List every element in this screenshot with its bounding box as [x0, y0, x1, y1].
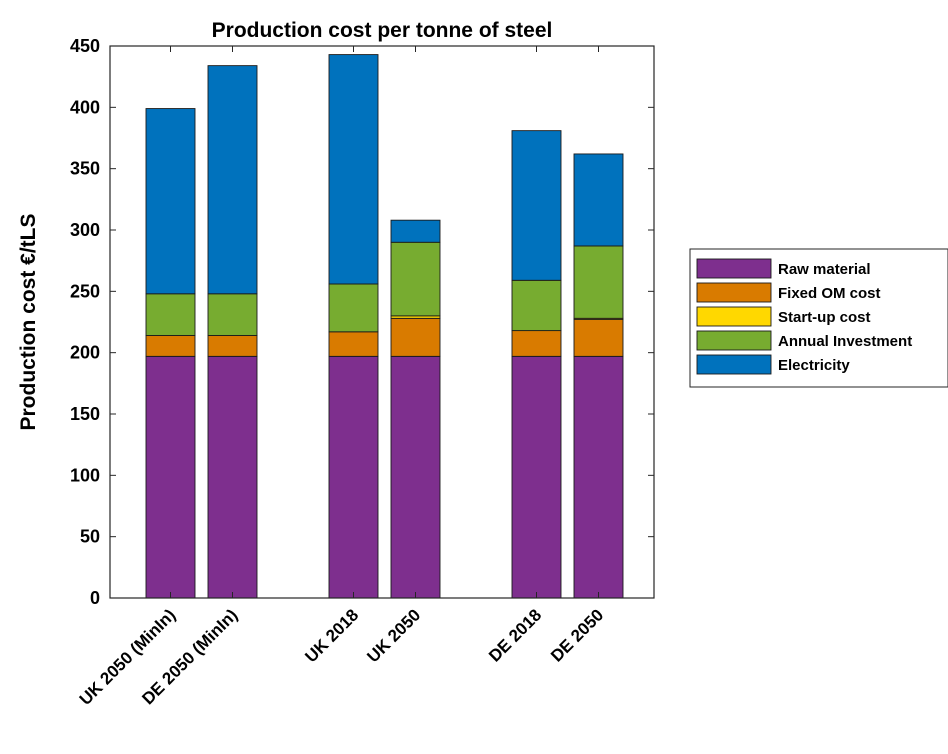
y-tick-label: 200: [70, 343, 100, 363]
y-axis-label: Production cost €/tLS: [17, 213, 40, 430]
bar-segment: [390, 317, 441, 357]
bar-segment: [145, 293, 196, 336]
bar-segment: [573, 153, 624, 247]
bar-segment: [328, 355, 379, 599]
bar-segment: [573, 245, 624, 319]
bar-segment: [145, 335, 196, 357]
y-tick-label: 150: [70, 404, 100, 424]
bar-segment: [390, 355, 441, 599]
bar-segment: [511, 355, 562, 599]
bar-segment: [390, 241, 441, 317]
legend-label: Start-up cost: [778, 309, 871, 326]
bar-segment: [511, 279, 562, 332]
bar-segment: [390, 219, 441, 243]
legend-label: Annual Investment: [778, 333, 912, 350]
bar-segment: [511, 130, 562, 281]
legend-swatch: [696, 354, 772, 375]
bars-layer: [145, 54, 624, 599]
bar-segment: [207, 65, 258, 295]
bar-segment: [328, 54, 379, 285]
chart-title: Production cost per tonne of steel: [212, 19, 553, 42]
legend-label: Raw material: [778, 261, 871, 278]
y-tick-label: 0: [90, 588, 100, 608]
y-tick-label: 50: [80, 527, 100, 547]
legend-swatch: [696, 258, 772, 279]
bar-segment: [573, 355, 624, 599]
bar-segment: [328, 331, 379, 357]
x-tick-label: UK 2050: [363, 605, 424, 666]
y-tick-label: 250: [70, 281, 100, 301]
x-tick-label: DE 2050: [547, 605, 607, 665]
legend-label: Fixed OM cost: [778, 285, 881, 302]
y-tick-label: 350: [70, 159, 100, 179]
plot-frame: [109, 45, 655, 599]
bar-segment: [207, 355, 258, 599]
bar-segment: [207, 293, 258, 336]
y-tick-label: 100: [70, 465, 100, 485]
y-tick-label: 450: [70, 36, 100, 56]
bar-segment: [573, 319, 624, 357]
y-tick-label: 400: [70, 97, 100, 117]
bar-segment: [145, 355, 196, 599]
bar-segment: [328, 283, 379, 333]
x-tick-label: DE 2018: [485, 605, 545, 665]
y-tick-label: 300: [70, 220, 100, 240]
legend-swatch: [696, 306, 772, 327]
bar-segment: [207, 335, 258, 357]
x-tick-label: UK 2018: [301, 605, 362, 666]
legend-label: Electricity: [778, 357, 850, 374]
legend-swatch: [696, 330, 772, 351]
legend: Raw material Fixed OM cost Start-up cost An…: [689, 248, 948, 388]
legend-swatch: [696, 282, 772, 303]
bar-segment: [145, 108, 196, 295]
bar-segment: [511, 330, 562, 357]
